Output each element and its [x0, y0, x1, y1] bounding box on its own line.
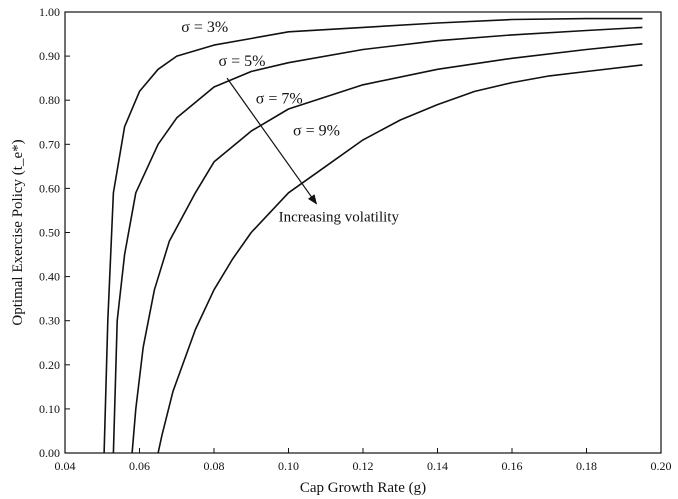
volatility-annotation: Increasing volatility	[226, 77, 400, 225]
volatility-annotation-text: Increasing volatility	[279, 209, 400, 225]
series-label-3: σ = 7%	[256, 90, 303, 107]
x-axis: 0.04 0.06 0.08 0.10 0.12 0.14 0.16 0.18 0.20	[55, 448, 672, 473]
y-tick-label: 1.00	[39, 5, 60, 19]
x-tick-label: 0.12	[353, 459, 374, 473]
series-line-3	[131, 43, 643, 454]
x-tick-label: 0.14	[427, 459, 448, 473]
x-tick-label: 0.08	[204, 459, 225, 473]
y-tick-label: 0.60	[39, 181, 60, 195]
series-line-1	[103, 17, 643, 454]
series-label-2: σ = 5%	[218, 53, 265, 70]
series-lines	[103, 17, 643, 454]
y-tick-label: 0.80	[39, 93, 60, 107]
series-line-2	[112, 26, 643, 454]
y-tick-label: 0.30	[39, 314, 60, 328]
plot-frame	[64, 11, 662, 454]
x-axis-title: Cap Growth Rate (g)	[300, 480, 426, 496]
y-tick-label: 0.20	[39, 358, 60, 372]
series-label-4: σ = 9%	[293, 122, 340, 139]
x-tick-label: 0.06	[129, 459, 150, 473]
y-tick-label: 0.00	[39, 446, 60, 460]
x-tick-label: 0.04	[55, 459, 76, 473]
series-labels: σ = 3% σ = 5% σ = 7% σ = 9%	[181, 19, 340, 140]
y-axis: 0.00 0.10 0.20 0.30 0.40 0.50 0.60 0.70 0.80 0.90…	[39, 5, 70, 460]
y-tick-label: 0.40	[39, 270, 60, 284]
y-tick-label: 0.50	[39, 226, 60, 240]
x-tick-label: 0.18	[576, 459, 597, 473]
volatility-arrow	[226, 77, 318, 205]
y-axis-title: Optimal Exercise Policy (t_e*)	[10, 139, 26, 325]
series-label-1: σ = 3%	[181, 19, 228, 36]
x-tick-label: 0.16	[502, 459, 523, 473]
y-tick-label: 0.70	[39, 137, 60, 151]
y-tick-label: 0.10	[39, 402, 60, 416]
series-line-4	[157, 64, 643, 454]
x-tick-label: 0.10	[278, 459, 299, 473]
x-tick-label: 0.20	[651, 459, 672, 473]
y-tick-label: 0.90	[39, 49, 60, 63]
